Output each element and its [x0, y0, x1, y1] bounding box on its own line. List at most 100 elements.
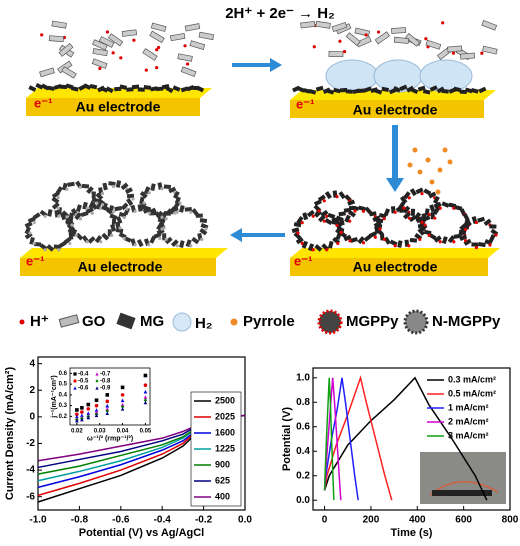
x-tick-label: 0.0 — [238, 515, 252, 526]
pyrrole-dot — [85, 240, 89, 244]
point — [73, 386, 77, 390]
point — [120, 385, 125, 390]
point — [105, 403, 110, 408]
network-flake — [85, 207, 94, 214]
x-tick-label: 200 — [363, 515, 380, 526]
network-flake — [173, 190, 180, 199]
network-flake — [136, 239, 144, 248]
network-flake — [168, 186, 177, 194]
proton — [119, 56, 123, 60]
point — [75, 408, 79, 412]
network-flake — [327, 212, 336, 219]
pyrrole-dot — [28, 231, 32, 235]
slab-top — [26, 88, 212, 98]
pyrrole-dot — [142, 201, 146, 205]
network-flake — [429, 204, 436, 213]
network-flake — [374, 223, 383, 229]
y-tick-label: 0.2 — [59, 414, 68, 420]
point — [95, 372, 99, 376]
pyrrole-dot — [407, 216, 411, 220]
network-flake — [338, 211, 346, 217]
network-flake — [302, 212, 309, 221]
pyrrole-dot — [361, 209, 366, 213]
network-flake — [116, 216, 123, 225]
go-flake — [149, 30, 165, 44]
slab-top — [290, 248, 500, 258]
go-flake — [447, 45, 463, 53]
proton — [183, 44, 187, 48]
x-tick-label: -0.2 — [195, 515, 213, 526]
network-flake — [170, 239, 179, 247]
photo-inset — [420, 452, 506, 504]
proton — [132, 38, 136, 42]
schematic-legend: H⁺ GO MG H₂ Pyrrole MGPPy N-MGPPy — [19, 309, 501, 335]
legend-icon — [19, 319, 25, 325]
pyrrole — [425, 157, 431, 163]
proton — [338, 39, 342, 43]
network-flake — [195, 213, 203, 218]
network-flake — [335, 225, 343, 234]
network-flake — [179, 240, 185, 248]
go-flake — [121, 29, 138, 37]
network-flake — [51, 196, 60, 204]
go-flake — [169, 32, 186, 42]
y-tick-label: 0.4 — [59, 392, 68, 398]
pyrrole-dot — [56, 206, 60, 211]
network-flake — [163, 184, 172, 189]
go-flake — [184, 23, 201, 32]
network-flake — [126, 193, 135, 199]
pyrrole-dot — [189, 244, 193, 248]
x-tick-label: 0.04 — [117, 429, 129, 435]
network-flake — [488, 233, 496, 243]
mg-flake — [83, 83, 92, 90]
pyrrole-dot — [311, 214, 315, 218]
pyrrole-dot — [85, 206, 89, 210]
go-flake — [315, 20, 331, 29]
point — [143, 400, 148, 405]
pyrrole-dot — [300, 221, 304, 225]
point — [80, 413, 84, 418]
pyrrole-dot — [418, 237, 422, 241]
mg-flake — [364, 86, 372, 93]
network-flake — [80, 211, 89, 218]
network-flake — [408, 214, 417, 223]
network-flake — [422, 215, 431, 222]
mg-flake — [100, 86, 109, 93]
pyrrole-dot — [423, 223, 427, 227]
electron-label: e⁻¹ — [294, 253, 312, 268]
mg-flake — [59, 84, 68, 90]
pyrrole-dot — [131, 197, 135, 201]
pyrrole-dot — [336, 241, 340, 245]
network-flake — [441, 236, 448, 245]
pyrrole — [437, 167, 443, 173]
network-flake — [306, 209, 315, 218]
plot-frame — [69, 367, 151, 426]
go-flake — [460, 52, 476, 60]
network-flake — [114, 205, 122, 212]
mg-flake — [464, 87, 473, 94]
go-flake — [61, 66, 77, 79]
pyrrole-dot — [488, 243, 492, 247]
series-line — [323, 375, 393, 501]
proton — [441, 21, 445, 25]
proton — [376, 30, 381, 34]
go-flake — [425, 39, 442, 50]
network-flake — [32, 212, 41, 220]
legend-icon — [116, 312, 136, 330]
pyrrole-dot — [452, 206, 456, 210]
y-tick-label: 4 — [29, 358, 35, 369]
pyrrole-dot — [452, 240, 456, 244]
pyrrole-dot — [133, 209, 137, 213]
pyrrole-dot — [474, 220, 479, 225]
pyrrole-dot — [382, 217, 386, 221]
point — [143, 373, 148, 378]
point — [120, 407, 125, 411]
pyrrole — [447, 159, 453, 165]
network-flake — [343, 234, 352, 242]
legend-label: 1225 — [215, 443, 235, 453]
point — [80, 405, 84, 410]
network-flake — [126, 197, 134, 206]
mg-flake — [172, 85, 181, 92]
pyrrole-dot — [348, 219, 352, 223]
proton — [155, 48, 159, 52]
